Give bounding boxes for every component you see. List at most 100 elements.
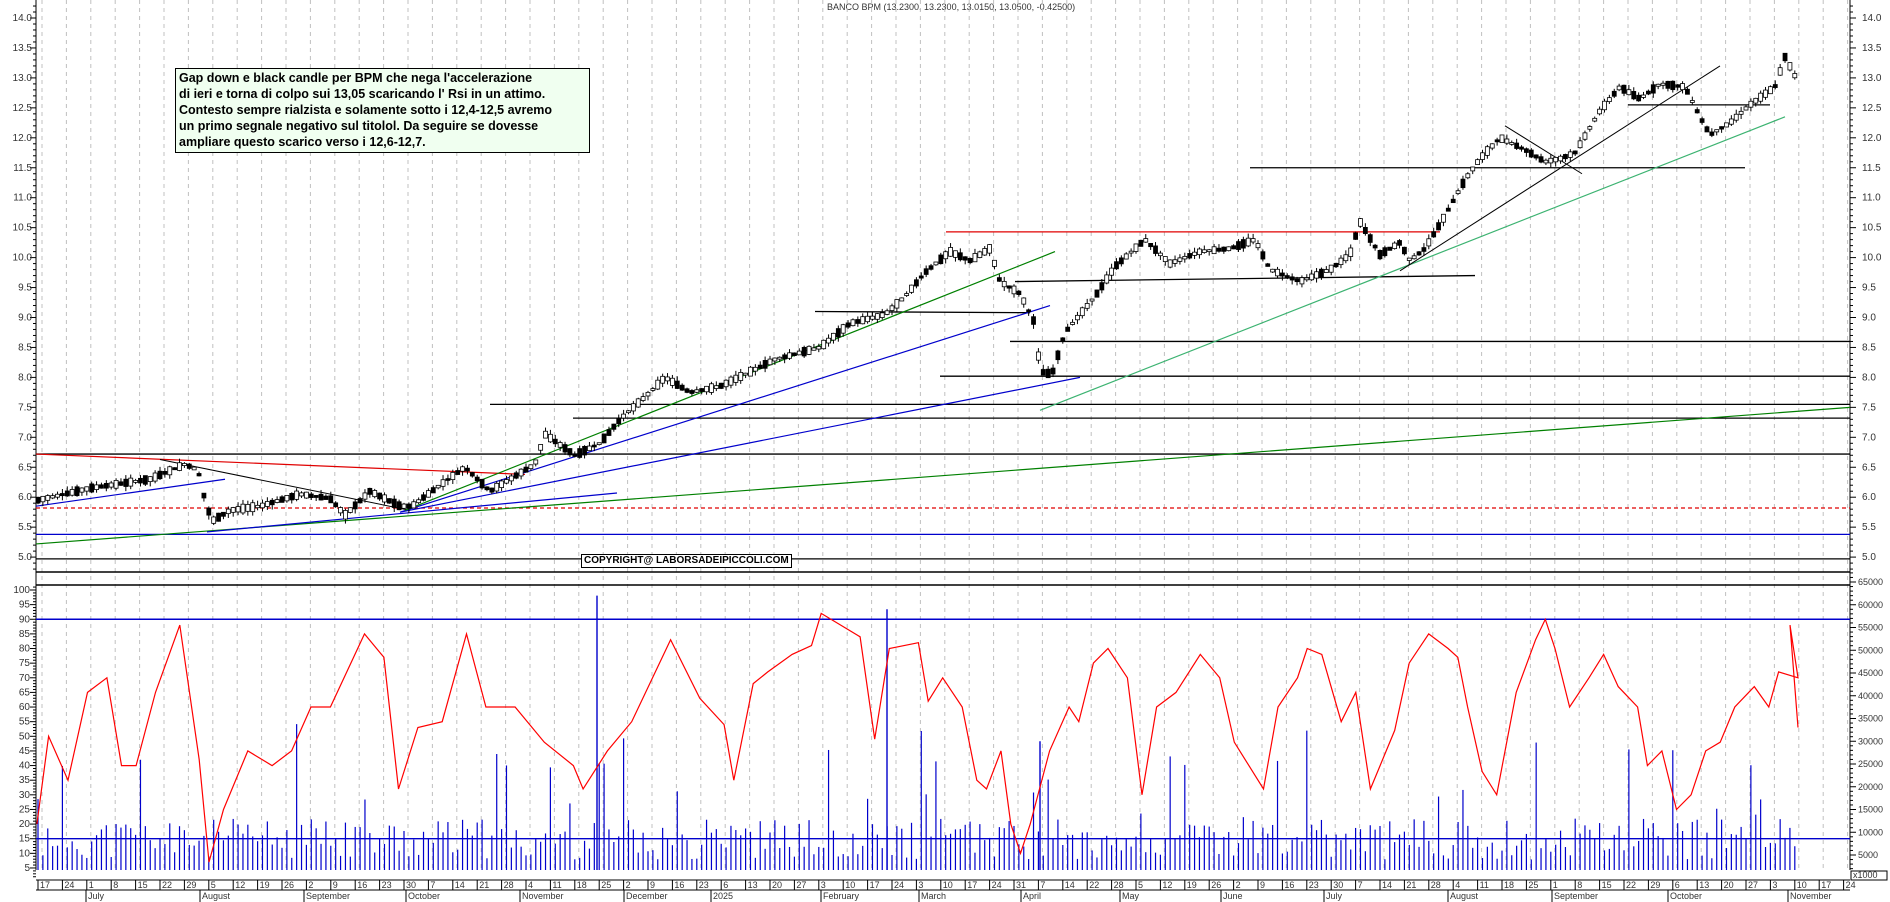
svg-text:10.5: 10.5 xyxy=(13,223,33,234)
svg-text:20: 20 xyxy=(1724,880,1734,890)
svg-text:28: 28 xyxy=(1114,880,1124,890)
svg-text:2: 2 xyxy=(626,880,631,890)
svg-text:September: September xyxy=(1554,891,1598,901)
svg-text:12.5: 12.5 xyxy=(13,103,33,114)
svg-text:19: 19 xyxy=(260,880,270,890)
svg-text:9: 9 xyxy=(650,880,655,890)
svg-text:18: 18 xyxy=(577,880,587,890)
svg-text:24: 24 xyxy=(1846,880,1856,890)
svg-text:8.5: 8.5 xyxy=(1862,342,1876,353)
svg-text:9.0: 9.0 xyxy=(1862,313,1876,324)
svg-text:5.5: 5.5 xyxy=(1862,522,1876,533)
svg-text:October: October xyxy=(408,891,440,901)
note-line: un primo segnale negativo sul titolol. D… xyxy=(179,119,539,133)
svg-text:55000: 55000 xyxy=(1858,623,1883,633)
svg-text:7.5: 7.5 xyxy=(1862,402,1876,413)
svg-text:9: 9 xyxy=(1260,880,1265,890)
svg-text:6.5: 6.5 xyxy=(1862,462,1876,473)
svg-text:30: 30 xyxy=(406,880,416,890)
svg-text:12.5: 12.5 xyxy=(1862,103,1882,114)
svg-text:February: February xyxy=(823,891,860,901)
svg-text:16: 16 xyxy=(1284,880,1294,890)
svg-text:6: 6 xyxy=(723,880,728,890)
svg-text:10.0: 10.0 xyxy=(1862,253,1882,264)
analysis-note: Gap down e black candle per BPM che nega… xyxy=(175,68,590,153)
svg-text:10: 10 xyxy=(1797,880,1807,890)
svg-text:65: 65 xyxy=(19,687,31,698)
svg-text:14.0: 14.0 xyxy=(1862,13,1882,24)
svg-text:95: 95 xyxy=(19,600,31,611)
svg-text:7: 7 xyxy=(430,880,435,890)
copyright-watermark: COPYRIGHT@ LABORSADEIPICCOLI.COM xyxy=(581,554,792,568)
svg-text:13.0: 13.0 xyxy=(1862,73,1882,84)
svg-text:23: 23 xyxy=(1309,880,1319,890)
svg-text:21: 21 xyxy=(479,880,489,890)
svg-text:11.5: 11.5 xyxy=(13,163,32,174)
svg-text:14: 14 xyxy=(455,880,465,890)
svg-text:12.0: 12.0 xyxy=(13,133,33,144)
svg-text:7.0: 7.0 xyxy=(18,432,32,443)
svg-text:50000: 50000 xyxy=(1858,645,1883,655)
svg-text:6: 6 xyxy=(1675,880,1680,890)
svg-text:9.5: 9.5 xyxy=(1862,283,1876,294)
svg-text:15: 15 xyxy=(1602,880,1612,890)
svg-text:60: 60 xyxy=(19,702,31,713)
svg-text:March: March xyxy=(921,891,946,901)
svg-text:8.0: 8.0 xyxy=(18,372,32,383)
svg-text:9: 9 xyxy=(333,880,338,890)
svg-text:8: 8 xyxy=(113,880,118,890)
svg-text:10: 10 xyxy=(845,880,855,890)
svg-text:16: 16 xyxy=(357,880,367,890)
note-line: ampliare questo scarico verso i 12,6-12,… xyxy=(179,135,426,149)
svg-text:30: 30 xyxy=(19,790,31,801)
svg-text:70: 70 xyxy=(19,673,31,684)
note-line: Contesto sempre rialzista e solamente so… xyxy=(179,103,553,117)
svg-text:May: May xyxy=(1122,891,1140,901)
svg-text:11: 11 xyxy=(1480,880,1489,890)
svg-text:10.5: 10.5 xyxy=(1862,223,1882,234)
svg-text:4: 4 xyxy=(528,880,533,890)
svg-text:19: 19 xyxy=(1187,880,1197,890)
svg-text:13.5: 13.5 xyxy=(1862,43,1882,54)
svg-text:June: June xyxy=(1223,891,1243,901)
svg-text:60000: 60000 xyxy=(1858,600,1883,610)
svg-text:23: 23 xyxy=(382,880,392,890)
note-line: di ieri e torna di colpo sui 13,05 scari… xyxy=(179,87,546,101)
svg-text:6.5: 6.5 xyxy=(18,462,32,473)
svg-text:29: 29 xyxy=(1650,880,1660,890)
svg-text:12: 12 xyxy=(235,880,245,890)
svg-text:27: 27 xyxy=(796,880,806,890)
svg-text:5.0: 5.0 xyxy=(18,552,32,563)
svg-text:6.0: 6.0 xyxy=(18,492,32,503)
svg-text:3: 3 xyxy=(821,880,826,890)
svg-text:November: November xyxy=(1790,891,1832,901)
svg-text:2: 2 xyxy=(308,880,313,890)
svg-text:17: 17 xyxy=(870,880,880,890)
y-axes: 5.0 5.5 6.0 6.5 7.0 7.5 8.0 8.5 9.0 9.5 10.0 10.5 11… xyxy=(13,0,1888,881)
svg-text:13.5: 13.5 xyxy=(13,43,33,54)
svg-text:18: 18 xyxy=(1504,880,1514,890)
svg-text:15: 15 xyxy=(19,834,31,845)
svg-text:24: 24 xyxy=(992,880,1002,890)
svg-text:20: 20 xyxy=(772,880,782,890)
svg-text:13: 13 xyxy=(748,880,758,890)
svg-text:16: 16 xyxy=(674,880,684,890)
svg-text:26: 26 xyxy=(284,880,294,890)
svg-text:10000: 10000 xyxy=(1858,827,1883,837)
svg-text:8: 8 xyxy=(1577,880,1582,890)
svg-text:14: 14 xyxy=(1382,880,1392,890)
svg-text:55: 55 xyxy=(19,717,31,728)
svg-text:3: 3 xyxy=(1772,880,1777,890)
svg-text:November: November xyxy=(522,891,564,901)
svg-text:11.0: 11.0 xyxy=(1862,193,1881,204)
svg-text:5.5: 5.5 xyxy=(18,522,32,533)
svg-text:August: August xyxy=(202,891,231,901)
trend-lines xyxy=(35,65,1851,545)
svg-text:21: 21 xyxy=(1406,880,1416,890)
svg-text:35: 35 xyxy=(19,775,31,786)
svg-text:22: 22 xyxy=(1089,880,1099,890)
svg-text:5000: 5000 xyxy=(1858,850,1878,860)
svg-text:14.0: 14.0 xyxy=(13,13,33,24)
svg-text:13.0: 13.0 xyxy=(13,73,33,84)
svg-text:September: September xyxy=(306,891,350,901)
